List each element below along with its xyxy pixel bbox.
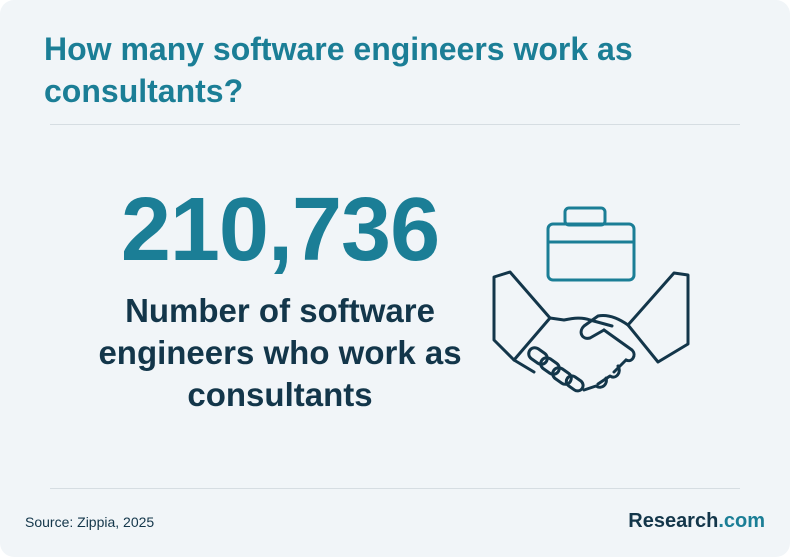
stat-description: Number of software engineers who work as… (98, 292, 462, 413)
bottom-divider (50, 488, 740, 489)
brand-logo[interactable]: Research.com (628, 510, 765, 533)
brand-name: Research (628, 510, 719, 532)
brand-suffix: .com (718, 510, 765, 532)
stat-value: 210,736 (120, 180, 440, 280)
briefcase-handshake-icon (492, 206, 690, 393)
source-note: Source: Zippia, 2025 (25, 514, 155, 530)
top-divider (50, 124, 740, 125)
page-title: How many software engineers work as cons… (44, 31, 633, 109)
